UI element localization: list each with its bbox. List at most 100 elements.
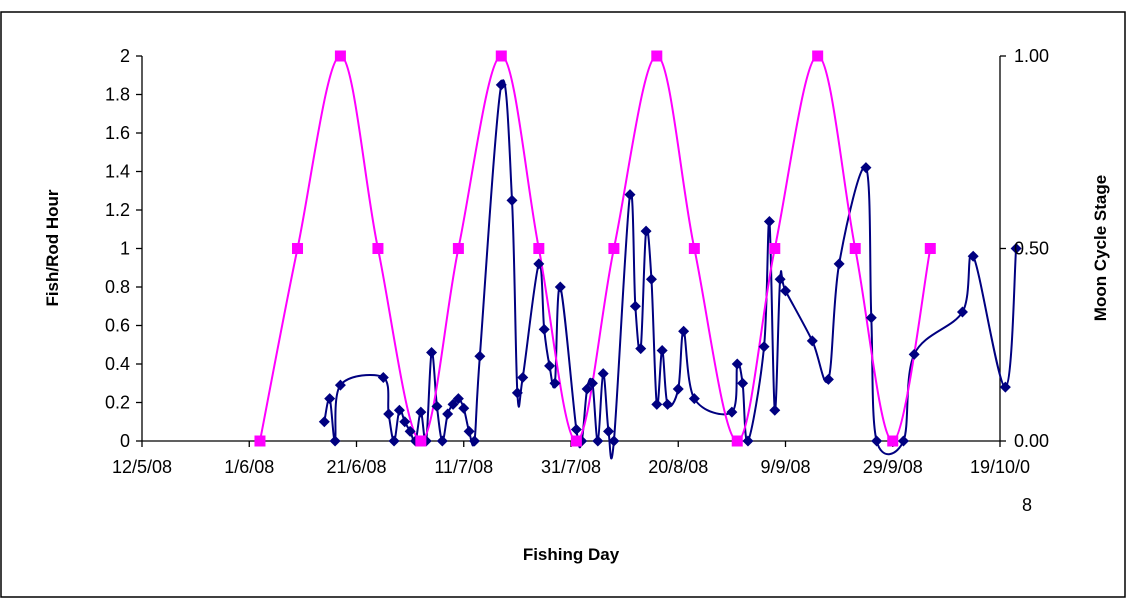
- fish-rate-point: [956, 306, 968, 318]
- fish-rate-point: [399, 416, 411, 428]
- moon-cycle-point: [608, 243, 620, 254]
- marker-layer: [254, 50, 1022, 447]
- fish-rate-point: [517, 371, 529, 383]
- fish-rate-point: [672, 383, 684, 395]
- fish-rate-point: [334, 379, 346, 391]
- moon-cycle-point: [570, 435, 582, 447]
- fish-rate-point: [554, 281, 566, 293]
- x-tick-label: 12/5/08: [112, 457, 172, 477]
- fish-rate-point: [897, 435, 909, 447]
- x-tick-label: 19/10/0: [970, 457, 1030, 477]
- fish-rate-point: [678, 325, 690, 337]
- x-tick-label: 1/6/08: [224, 457, 274, 477]
- fish-rate-point: [822, 373, 834, 385]
- fish-rate-point: [538, 323, 550, 335]
- fish-rate-point: [833, 258, 845, 270]
- y-tick-label: 0.2: [105, 393, 130, 413]
- moon-cycle-point: [812, 50, 824, 62]
- fish-rate-point: [533, 258, 545, 270]
- moon-cycle-point: [334, 50, 346, 62]
- fish-rate-point: [871, 435, 883, 447]
- fish-rate-point: [603, 425, 615, 437]
- fish-rate-line: [323, 79, 1018, 460]
- x-tick-label: 20/8/08: [648, 457, 708, 477]
- y-tick-label: 0: [120, 431, 130, 451]
- fish-rate-point: [383, 408, 395, 420]
- moon-cycle-point: [924, 243, 936, 254]
- moon-cycle-point: [372, 243, 384, 254]
- fish-rate-point: [506, 194, 518, 206]
- fish-rate-point: [447, 398, 459, 410]
- fish-rate-point: [495, 79, 507, 91]
- moon-cycle-point: [769, 243, 781, 254]
- moon-cycle-point: [254, 435, 266, 447]
- fish-rate-point: [758, 341, 770, 353]
- fish-rate-point: [651, 398, 663, 410]
- x-axis-title: Fishing Day: [523, 545, 620, 564]
- fish-rate-point: [769, 404, 781, 416]
- moon-cycle-point: [533, 243, 545, 254]
- x-tick-label: 11/7/08: [434, 457, 493, 477]
- fish-rate-point: [806, 335, 818, 347]
- fish-rate-point: [404, 425, 416, 437]
- fish-rate-point: [780, 285, 791, 297]
- moon-cycle-point: [731, 435, 743, 447]
- moon-cycle-point: [849, 243, 861, 254]
- x-tick-label-wrap: 8: [1022, 495, 1032, 515]
- y2-tick-label: 0.50: [1014, 239, 1049, 259]
- fish-rate-point: [1010, 243, 1022, 254]
- fish-rate-point: [731, 358, 743, 370]
- moon-cycle-point: [688, 243, 700, 254]
- fish-rate-point: [431, 400, 443, 412]
- fish-rate-point: [688, 393, 700, 405]
- fish-rate-point: [388, 435, 400, 447]
- fish-rate-point: [549, 377, 561, 389]
- fish-rate-point: [763, 216, 775, 228]
- y-tick-label: 0.4: [105, 354, 130, 374]
- x-tick-label: 9/9/08: [760, 457, 810, 477]
- x-tick-label: 29/9/08: [863, 457, 923, 477]
- fish-rate-point: [586, 377, 598, 389]
- fish-rate-point: [624, 189, 636, 201]
- fish-rate-point: [581, 383, 593, 395]
- fish-rate-point: [629, 300, 641, 312]
- fish-rate-point: [635, 343, 647, 355]
- fish-rate-point: [570, 423, 582, 435]
- moon-cycle-point: [292, 243, 304, 254]
- fish-rate-point: [329, 435, 341, 447]
- fish-rate-point: [656, 345, 668, 357]
- y-tick-label: 1: [120, 239, 130, 259]
- moon-cycle-point: [452, 243, 464, 254]
- fish-rate-point: [967, 250, 979, 262]
- moon-cycle-line: [258, 54, 932, 443]
- series-layer: [258, 54, 1018, 460]
- fish-rate-point: [860, 162, 872, 174]
- moon-cycle-point: [887, 435, 899, 447]
- fish-rate-point: [737, 377, 749, 389]
- fish-rate-point: [640, 225, 652, 237]
- y2-tick-label: 0.00: [1014, 431, 1049, 451]
- y-tick-label: 0.6: [105, 316, 130, 336]
- moon-cycle-point: [415, 435, 427, 447]
- x-tick-label: 21/6/08: [326, 457, 386, 477]
- fish-rate-point: [999, 381, 1011, 393]
- fish-rate-point: [726, 406, 738, 418]
- label-layer: 0 0.2 0.4 0.6 0.8 1 1.2 1.4 1.6 1.8 2 0.00 0.50 1.00 1…: [105, 46, 1049, 515]
- y2-tick-label: 1.00: [1014, 46, 1049, 66]
- fish-rate-point: [468, 435, 480, 447]
- y-tick-label: 1.8: [105, 85, 130, 105]
- fish-rate-point: [324, 393, 336, 405]
- fish-rate-point: [774, 273, 786, 285]
- fish-rate-point: [452, 393, 464, 405]
- fish-rate-point: [608, 435, 620, 447]
- fish-rate-point: [318, 416, 330, 428]
- fish-rate-point: [426, 346, 438, 358]
- fish-rate-point: [908, 348, 920, 360]
- fish-rate-point: [436, 435, 448, 447]
- fish-rate-point: [865, 312, 877, 324]
- fish-rate-point: [415, 406, 427, 418]
- fish-rate-point: [662, 398, 674, 410]
- fish-rate-point: [645, 273, 657, 285]
